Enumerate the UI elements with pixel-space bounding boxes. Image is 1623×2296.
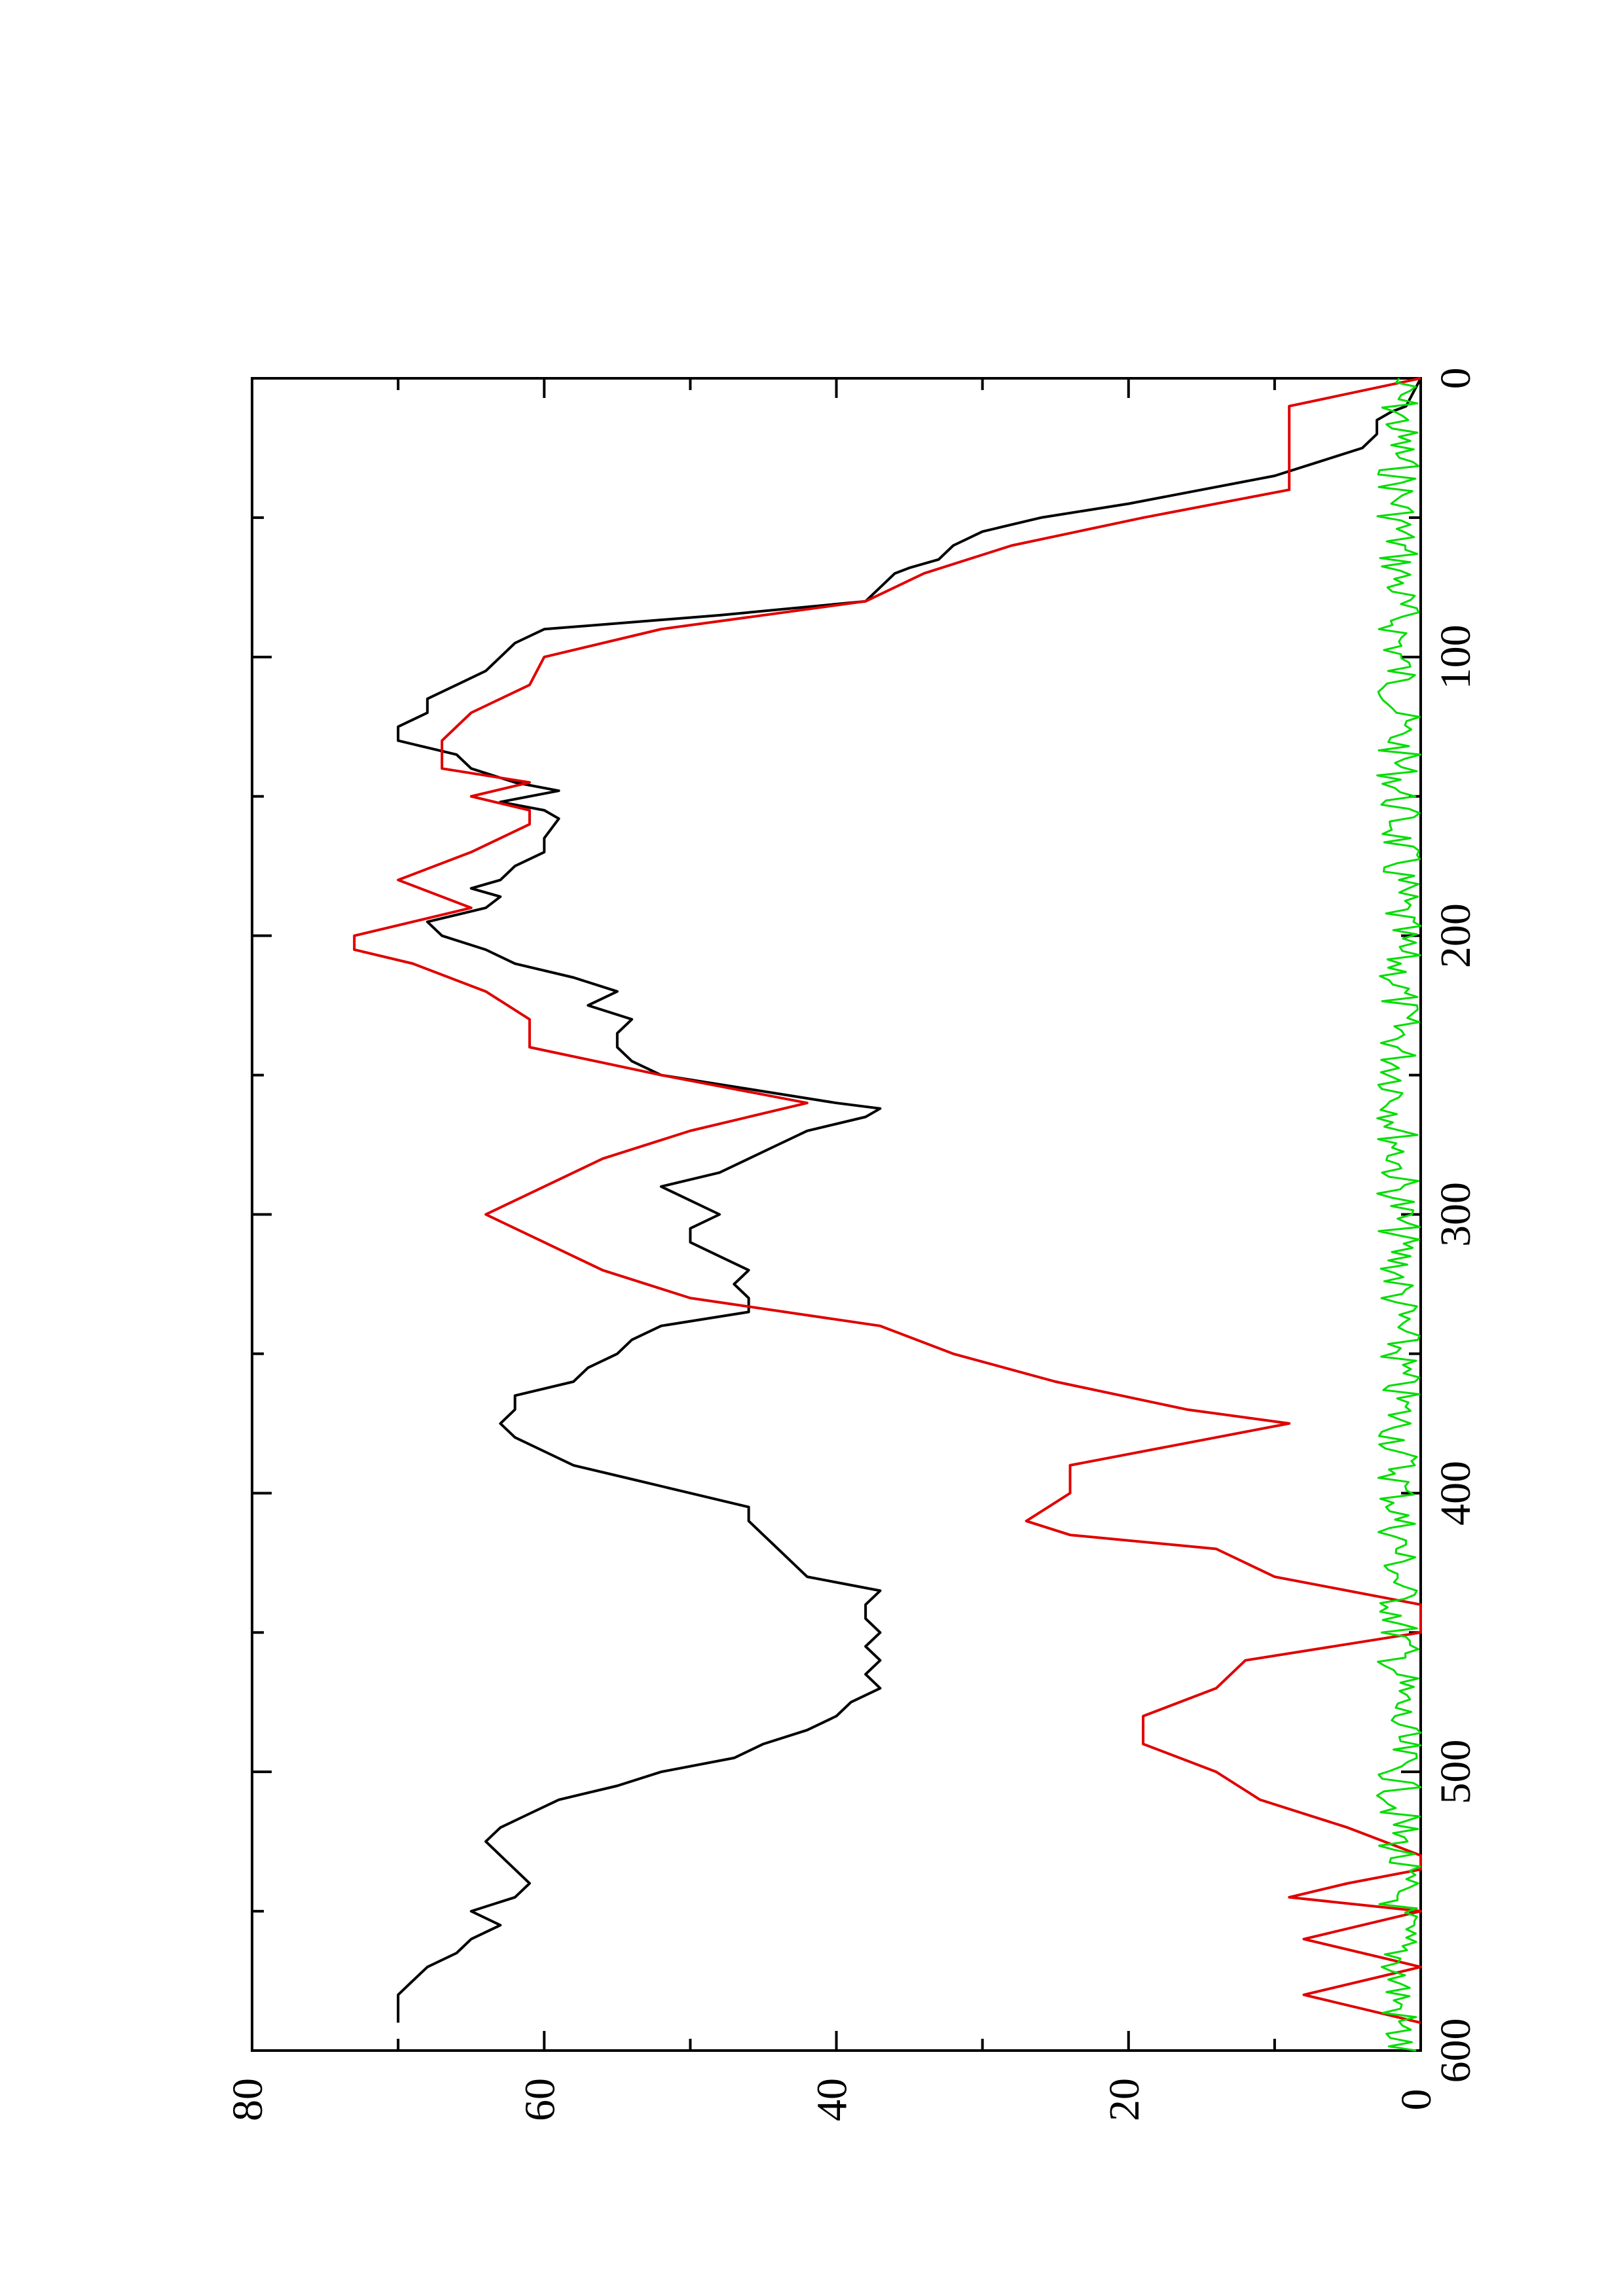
y-tick-label: 20 xyxy=(1101,2078,1148,2121)
x-tick-label: 0 xyxy=(1432,368,1480,389)
series-line-black xyxy=(397,378,1422,2023)
y-tick-label: 80 xyxy=(224,2078,272,2121)
axis-ticks xyxy=(251,377,1422,2052)
x-tick-label: 100 xyxy=(1432,624,1480,689)
y-tick-label: 40 xyxy=(809,2078,856,2121)
series-line-green xyxy=(1376,378,1422,2052)
axis-tick-labels: 0 100 200 300 400 500 600 0 20 40 60 80 xyxy=(224,368,1480,2122)
x-tick-label: 500 xyxy=(1432,1740,1480,1804)
x-tick-label: 200 xyxy=(1432,903,1480,968)
y-tick-label: 0 xyxy=(1393,2089,1440,2111)
plot-frame xyxy=(251,377,1422,2052)
x-tick-label: 300 xyxy=(1432,1182,1480,1247)
series-group xyxy=(353,377,1422,2052)
x-tick-label: 400 xyxy=(1432,1461,1480,1526)
x-tick-label: 600 xyxy=(1432,2018,1480,2083)
y-tick-label: 60 xyxy=(516,2078,564,2121)
series-line-red xyxy=(353,377,1422,2024)
